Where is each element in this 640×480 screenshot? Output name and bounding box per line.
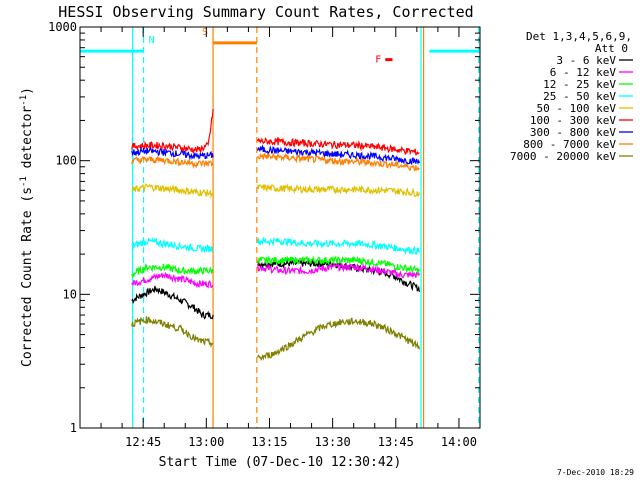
legend-entry-label: 3 - 6 keV bbox=[556, 54, 616, 67]
series-line bbox=[257, 183, 420, 198]
y-tick-label: 100 bbox=[55, 154, 77, 168]
legend-entry-label: 300 - 800 keV bbox=[530, 126, 616, 139]
legend-entry-label: 100 - 300 keV bbox=[530, 114, 616, 127]
y-tick-label: 1 bbox=[70, 421, 77, 435]
x-tick-label: 13:45 bbox=[378, 435, 414, 449]
legend-header-line-2: Att 0 bbox=[595, 42, 628, 55]
series-line bbox=[131, 236, 214, 254]
legend-entry-label: 7000 - 20000 keV bbox=[510, 150, 616, 163]
series-line bbox=[257, 236, 420, 255]
plot-frame bbox=[79, 26, 481, 429]
series-line bbox=[257, 136, 420, 156]
series-line bbox=[257, 143, 420, 165]
series-line bbox=[131, 108, 214, 155]
legend-entry-label: 6 - 12 keV bbox=[550, 66, 617, 79]
series-line bbox=[257, 151, 420, 172]
series-line bbox=[131, 183, 214, 199]
y-tick-label: 1000 bbox=[48, 20, 77, 34]
flag-label: S bbox=[202, 27, 208, 38]
x-axis: 12:45 13:00 13:15 13:30 13:45 14:00 bbox=[100, 27, 481, 449]
y-axis: 1 10 100 1000 bbox=[48, 20, 480, 435]
series-line bbox=[131, 271, 214, 289]
x-tick-label: 13:30 bbox=[315, 435, 351, 449]
chart-title: HESSI Observing Summary Count Rates, Cor… bbox=[58, 3, 473, 21]
legend-entry-label: 25 - 50 keV bbox=[543, 90, 616, 103]
flag-label: F bbox=[375, 55, 381, 66]
x-tick-label: 14:00 bbox=[441, 435, 477, 449]
series-line bbox=[131, 263, 214, 279]
x-tick-label: 13:15 bbox=[251, 435, 287, 449]
y-tick-label: 10 bbox=[63, 287, 77, 301]
legend-entry-label: 12 - 25 keV bbox=[543, 78, 616, 91]
series-line bbox=[131, 156, 214, 169]
series-line bbox=[257, 255, 420, 275]
series-line bbox=[257, 317, 420, 362]
plot-area: N S F bbox=[80, 27, 480, 428]
series-line bbox=[131, 316, 214, 348]
series-line bbox=[131, 285, 214, 320]
legend-entry-label: 50 - 100 keV bbox=[537, 102, 617, 115]
x-tick-label: 12:45 bbox=[125, 435, 161, 449]
x-axis-label: Start Time (07-Dec-10 12:30:42) bbox=[159, 455, 402, 470]
generated-timestamp: 7-Dec-2010 18:29 bbox=[557, 468, 634, 477]
x-tick-label: 13:00 bbox=[188, 435, 224, 449]
legend-header-line-1: Det 1,3,4,5,6,9, bbox=[526, 30, 632, 43]
flag-label: N bbox=[149, 35, 155, 46]
legend-entry-label: 800 - 7000 keV bbox=[523, 138, 616, 151]
series-line bbox=[131, 146, 214, 161]
y-axis-label: Corrected Count Rate (s-1 detector-1) bbox=[19, 87, 35, 367]
series-line bbox=[257, 261, 420, 279]
